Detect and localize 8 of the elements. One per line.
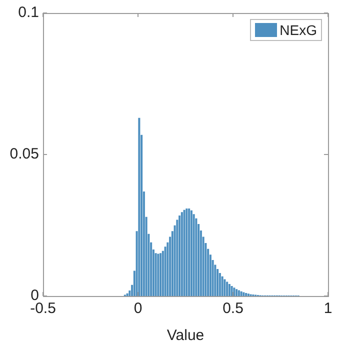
x-tick-label: -0.5 [30,300,56,318]
y-tick-label: 0.05 [10,146,39,163]
x-tick-label: 0.5 [222,300,244,318]
x-tick-label: 1 [324,300,332,318]
y-tick-label: 0.1 [18,4,39,22]
x-axis-title: Value [166,327,204,344]
legend-label: NExG [280,22,317,38]
x-tick-label: 0 [134,300,142,318]
